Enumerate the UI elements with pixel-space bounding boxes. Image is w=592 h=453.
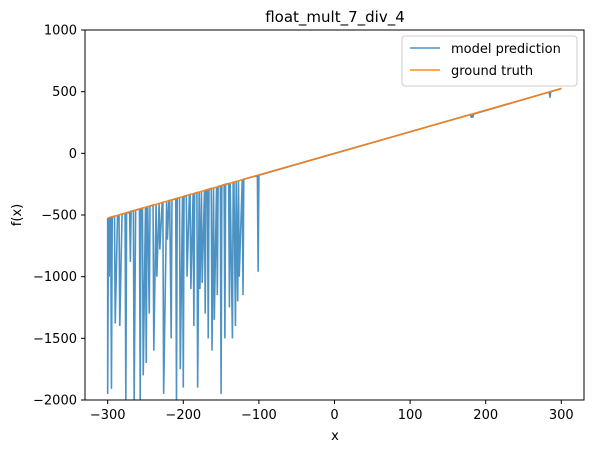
x-tick-label: 100: [398, 408, 423, 423]
x-tick-label: −300: [90, 408, 126, 423]
x-tick-label: −100: [241, 408, 277, 423]
x-tick-label: −200: [165, 408, 201, 423]
x-axis-label: x: [331, 429, 339, 444]
x-tick-label: 200: [473, 408, 498, 423]
y-axis: −2000 −1500 −1000 −500 0 500 1000: [33, 24, 85, 409]
x-tick-label: 300: [549, 408, 574, 423]
y-tick-label: 1000: [44, 24, 77, 39]
legend: model prediction ground truth: [401, 35, 578, 87]
y-axis-label: f(x): [10, 204, 25, 226]
y-tick-label: −1000: [33, 270, 77, 285]
y-tick-label: −1500: [33, 332, 77, 347]
series-layer: [106, 87, 562, 400]
x-tick-label: 0: [330, 408, 338, 423]
y-tick-label: −500: [41, 209, 77, 224]
legend-label-model-prediction: model prediction: [451, 42, 561, 57]
y-tick-label: 0: [69, 147, 77, 162]
series-line-ground-truth: [107, 87, 562, 219]
y-tick-label: 500: [52, 85, 77, 100]
legend-label-ground-truth: ground truth: [451, 64, 533, 79]
x-axis: −300 −200 −100 0 100 200 300: [90, 400, 574, 423]
legend-box: [401, 35, 578, 87]
y-tick-label: −2000: [33, 394, 77, 409]
chart-title: float_mult_7_div_4: [265, 8, 405, 27]
